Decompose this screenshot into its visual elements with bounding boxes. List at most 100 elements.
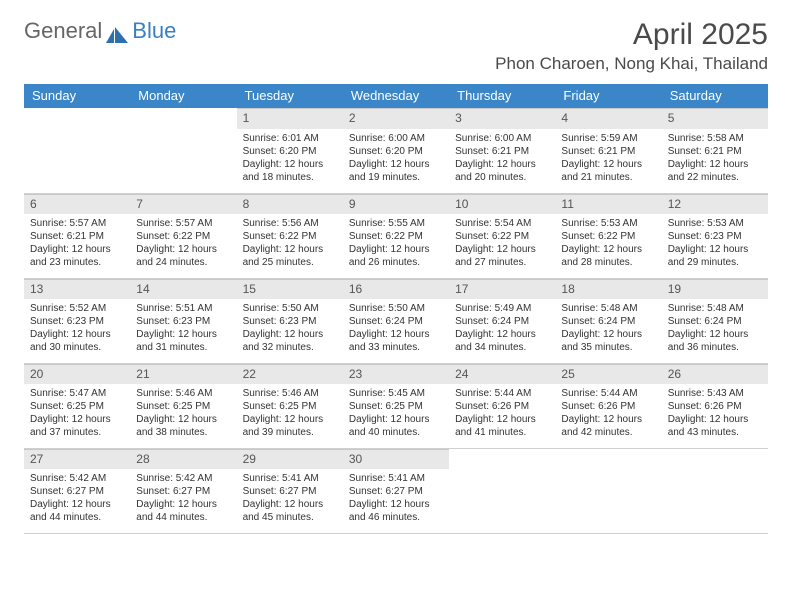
daylight-text: Daylight: 12 hours and 19 minutes.	[349, 158, 443, 184]
sunset-text: Sunset: 6:27 PM	[243, 485, 337, 498]
day-number: 17	[449, 279, 555, 300]
calendar-row: 1Sunrise: 6:01 AMSunset: 6:20 PMDaylight…	[24, 108, 768, 193]
day-cell: 22Sunrise: 5:46 AMSunset: 6:25 PMDayligh…	[237, 363, 343, 448]
day-number: 27	[24, 449, 130, 470]
day-number: 28	[130, 449, 236, 470]
empty-cell	[555, 448, 661, 533]
sunrise-text: Sunrise: 5:56 AM	[243, 217, 337, 230]
sunrise-text: Sunrise: 5:51 AM	[136, 302, 230, 315]
day-cell: 12Sunrise: 5:53 AMSunset: 6:23 PMDayligh…	[662, 193, 768, 278]
day-cell: 1Sunrise: 6:01 AMSunset: 6:20 PMDaylight…	[237, 108, 343, 193]
sunset-text: Sunset: 6:27 PM	[349, 485, 443, 498]
day-cell: 10Sunrise: 5:54 AMSunset: 6:22 PMDayligh…	[449, 193, 555, 278]
sunrise-text: Sunrise: 6:00 AM	[455, 132, 549, 145]
sunrise-text: Sunrise: 5:44 AM	[455, 387, 549, 400]
daylight-text: Daylight: 12 hours and 29 minutes.	[668, 243, 762, 269]
day-number: 13	[24, 279, 130, 300]
day-number: 22	[237, 364, 343, 385]
weekday-header: Monday	[130, 84, 236, 108]
sunset-text: Sunset: 6:27 PM	[30, 485, 124, 498]
day-number: 10	[449, 194, 555, 215]
daylight-text: Daylight: 12 hours and 30 minutes.	[30, 328, 124, 354]
sunset-text: Sunset: 6:23 PM	[30, 315, 124, 328]
sunrise-text: Sunrise: 5:46 AM	[243, 387, 337, 400]
day-cell: 16Sunrise: 5:50 AMSunset: 6:24 PMDayligh…	[343, 278, 449, 363]
daylight-text: Daylight: 12 hours and 39 minutes.	[243, 413, 337, 439]
day-number: 19	[662, 279, 768, 300]
day-body: Sunrise: 5:57 AMSunset: 6:21 PMDaylight:…	[24, 214, 130, 273]
day-body: Sunrise: 5:51 AMSunset: 6:23 PMDaylight:…	[130, 299, 236, 358]
day-number: 7	[130, 194, 236, 215]
sunset-text: Sunset: 6:23 PM	[243, 315, 337, 328]
day-body: Sunrise: 5:56 AMSunset: 6:22 PMDaylight:…	[237, 214, 343, 273]
daylight-text: Daylight: 12 hours and 46 minutes.	[349, 498, 443, 524]
title-block: April 2025 Phon Charoen, Nong Khai, Thai…	[495, 18, 768, 74]
weekday-header: Wednesday	[343, 84, 449, 108]
day-cell: 5Sunrise: 5:58 AMSunset: 6:21 PMDaylight…	[662, 108, 768, 193]
day-cell: 15Sunrise: 5:50 AMSunset: 6:23 PMDayligh…	[237, 278, 343, 363]
day-body: Sunrise: 5:53 AMSunset: 6:23 PMDaylight:…	[662, 214, 768, 273]
day-body: Sunrise: 5:48 AMSunset: 6:24 PMDaylight:…	[555, 299, 661, 358]
day-cell: 13Sunrise: 5:52 AMSunset: 6:23 PMDayligh…	[24, 278, 130, 363]
day-number: 24	[449, 364, 555, 385]
day-number: 16	[343, 279, 449, 300]
sunset-text: Sunset: 6:21 PM	[455, 145, 549, 158]
day-body: Sunrise: 5:42 AMSunset: 6:27 PMDaylight:…	[130, 469, 236, 528]
sunset-text: Sunset: 6:22 PM	[243, 230, 337, 243]
calendar-table: SundayMondayTuesdayWednesdayThursdayFrid…	[24, 84, 768, 534]
sunrise-text: Sunrise: 5:58 AM	[668, 132, 762, 145]
sunset-text: Sunset: 6:22 PM	[349, 230, 443, 243]
daylight-text: Daylight: 12 hours and 18 minutes.	[243, 158, 337, 184]
daylight-text: Daylight: 12 hours and 22 minutes.	[668, 158, 762, 184]
day-number: 5	[662, 108, 768, 129]
sunrise-text: Sunrise: 5:43 AM	[668, 387, 762, 400]
day-number: 30	[343, 449, 449, 470]
header: General Blue April 2025 Phon Charoen, No…	[24, 18, 768, 74]
empty-cell	[449, 448, 555, 533]
sunrise-text: Sunrise: 5:47 AM	[30, 387, 124, 400]
daylight-text: Daylight: 12 hours and 36 minutes.	[668, 328, 762, 354]
daylight-text: Daylight: 12 hours and 24 minutes.	[136, 243, 230, 269]
sunset-text: Sunset: 6:22 PM	[561, 230, 655, 243]
sunset-text: Sunset: 6:22 PM	[455, 230, 549, 243]
day-cell: 26Sunrise: 5:43 AMSunset: 6:26 PMDayligh…	[662, 363, 768, 448]
sail-icon	[106, 23, 128, 39]
day-cell: 7Sunrise: 5:57 AMSunset: 6:22 PMDaylight…	[130, 193, 236, 278]
sunset-text: Sunset: 6:21 PM	[561, 145, 655, 158]
day-body: Sunrise: 5:44 AMSunset: 6:26 PMDaylight:…	[555, 384, 661, 443]
sunrise-text: Sunrise: 5:42 AM	[136, 472, 230, 485]
sunrise-text: Sunrise: 5:42 AM	[30, 472, 124, 485]
sunset-text: Sunset: 6:26 PM	[668, 400, 762, 413]
day-body: Sunrise: 5:50 AMSunset: 6:24 PMDaylight:…	[343, 299, 449, 358]
day-cell: 20Sunrise: 5:47 AMSunset: 6:25 PMDayligh…	[24, 363, 130, 448]
day-number: 14	[130, 279, 236, 300]
sunrise-text: Sunrise: 5:53 AM	[561, 217, 655, 230]
day-number: 8	[237, 194, 343, 215]
day-body: Sunrise: 6:00 AMSunset: 6:21 PMDaylight:…	[449, 129, 555, 188]
sunset-text: Sunset: 6:25 PM	[30, 400, 124, 413]
sunrise-text: Sunrise: 5:50 AM	[349, 302, 443, 315]
day-number: 11	[555, 194, 661, 215]
day-body: Sunrise: 5:45 AMSunset: 6:25 PMDaylight:…	[343, 384, 449, 443]
day-body: Sunrise: 5:41 AMSunset: 6:27 PMDaylight:…	[343, 469, 449, 528]
day-cell: 19Sunrise: 5:48 AMSunset: 6:24 PMDayligh…	[662, 278, 768, 363]
empty-cell	[24, 108, 130, 193]
sunrise-text: Sunrise: 5:41 AM	[243, 472, 337, 485]
day-cell: 6Sunrise: 5:57 AMSunset: 6:21 PMDaylight…	[24, 193, 130, 278]
sunset-text: Sunset: 6:20 PM	[243, 145, 337, 158]
daylight-text: Daylight: 12 hours and 35 minutes.	[561, 328, 655, 354]
day-number: 25	[555, 364, 661, 385]
sunset-text: Sunset: 6:26 PM	[561, 400, 655, 413]
daylight-text: Daylight: 12 hours and 41 minutes.	[455, 413, 549, 439]
day-number: 29	[237, 449, 343, 470]
daylight-text: Daylight: 12 hours and 28 minutes.	[561, 243, 655, 269]
day-cell: 28Sunrise: 5:42 AMSunset: 6:27 PMDayligh…	[130, 448, 236, 533]
day-number: 2	[343, 108, 449, 129]
daylight-text: Daylight: 12 hours and 37 minutes.	[30, 413, 124, 439]
day-cell: 3Sunrise: 6:00 AMSunset: 6:21 PMDaylight…	[449, 108, 555, 193]
day-body: Sunrise: 5:46 AMSunset: 6:25 PMDaylight:…	[130, 384, 236, 443]
sunset-text: Sunset: 6:24 PM	[668, 315, 762, 328]
sunrise-text: Sunrise: 6:01 AM	[243, 132, 337, 145]
day-body: Sunrise: 5:54 AMSunset: 6:22 PMDaylight:…	[449, 214, 555, 273]
weekday-header: Saturday	[662, 84, 768, 108]
